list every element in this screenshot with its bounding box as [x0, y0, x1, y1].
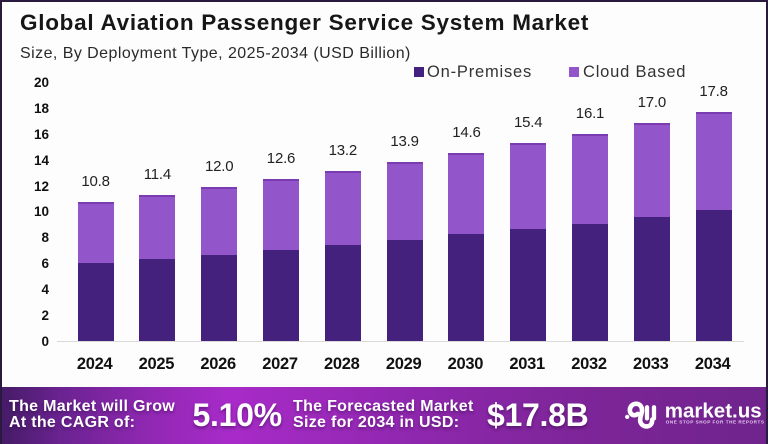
svg-text:ONE STOP SHOP FOR THE REPORTS: ONE STOP SHOP FOR THE REPORTS: [666, 420, 765, 425]
svg-text:market.us: market.us: [665, 399, 762, 422]
